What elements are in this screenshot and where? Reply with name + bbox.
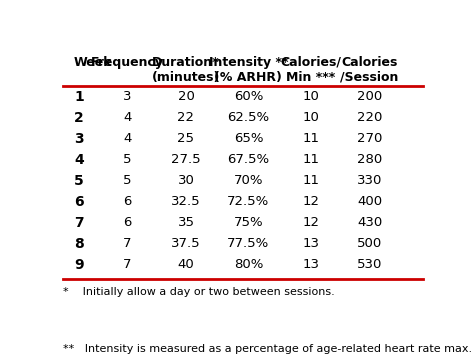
Text: 70%: 70% <box>234 174 263 187</box>
Text: 6: 6 <box>123 195 131 208</box>
Text: 1: 1 <box>74 90 84 104</box>
Text: 5: 5 <box>123 174 131 187</box>
Text: 3: 3 <box>74 132 83 146</box>
Text: 530: 530 <box>357 258 383 271</box>
Text: Intensity **
(% ARHR): Intensity ** (% ARHR) <box>209 56 288 84</box>
Text: 11: 11 <box>302 174 319 187</box>
Text: 7: 7 <box>123 258 131 271</box>
Text: 11: 11 <box>302 153 319 166</box>
Text: Calories/
Min ***: Calories/ Min *** <box>281 56 341 84</box>
Text: 270: 270 <box>357 132 383 145</box>
Text: 30: 30 <box>178 174 194 187</box>
Text: 10: 10 <box>302 112 319 125</box>
Text: 430: 430 <box>357 216 383 229</box>
Text: Frequency: Frequency <box>91 56 164 69</box>
Text: 72.5%: 72.5% <box>228 195 270 208</box>
Text: 37.5: 37.5 <box>171 237 201 250</box>
Text: 7: 7 <box>123 237 131 250</box>
Text: 7: 7 <box>74 216 83 230</box>
Text: 13: 13 <box>302 258 319 271</box>
Text: 6: 6 <box>74 195 83 209</box>
Text: *    Initially allow a day or two between sessions.: * Initially allow a day or two between s… <box>63 287 335 297</box>
Text: 35: 35 <box>177 216 194 229</box>
Text: 67.5%: 67.5% <box>228 153 270 166</box>
Text: 2: 2 <box>74 111 84 125</box>
Text: 4: 4 <box>123 112 131 125</box>
Text: 32.5: 32.5 <box>171 195 201 208</box>
Text: 13: 13 <box>302 237 319 250</box>
Text: 80%: 80% <box>234 258 263 271</box>
Text: 400: 400 <box>357 195 382 208</box>
Text: Duration*
(minutes): Duration* (minutes) <box>152 56 220 84</box>
Text: 200: 200 <box>357 90 383 103</box>
Text: 330: 330 <box>357 174 383 187</box>
Text: 280: 280 <box>357 153 383 166</box>
Text: 27.5: 27.5 <box>171 153 201 166</box>
Text: 40: 40 <box>178 258 194 271</box>
Text: 12: 12 <box>302 195 319 208</box>
Text: 5: 5 <box>123 153 131 166</box>
Text: 65%: 65% <box>234 132 263 145</box>
Text: 60%: 60% <box>234 90 263 103</box>
Text: 500: 500 <box>357 237 383 250</box>
Text: 3: 3 <box>123 90 131 103</box>
Text: 5: 5 <box>74 174 84 188</box>
Text: Week: Week <box>74 56 112 69</box>
Text: 4: 4 <box>123 132 131 145</box>
Text: 11: 11 <box>302 132 319 145</box>
Text: 9: 9 <box>74 258 83 272</box>
Text: 25: 25 <box>177 132 194 145</box>
Text: 220: 220 <box>357 112 383 125</box>
Text: 8: 8 <box>74 237 84 251</box>
Text: 20: 20 <box>178 90 194 103</box>
Text: 77.5%: 77.5% <box>228 237 270 250</box>
Text: 62.5%: 62.5% <box>228 112 270 125</box>
Text: Calories
/Session: Calories /Session <box>340 56 399 84</box>
Text: 4: 4 <box>74 153 84 167</box>
Text: 75%: 75% <box>234 216 263 229</box>
Text: 6: 6 <box>123 216 131 229</box>
Text: 22: 22 <box>177 112 194 125</box>
Text: **   Intensity is measured as a percentage of age-related heart rate max.: ** Intensity is measured as a percentage… <box>63 344 472 354</box>
Text: 10: 10 <box>302 90 319 103</box>
Text: 12: 12 <box>302 216 319 229</box>
